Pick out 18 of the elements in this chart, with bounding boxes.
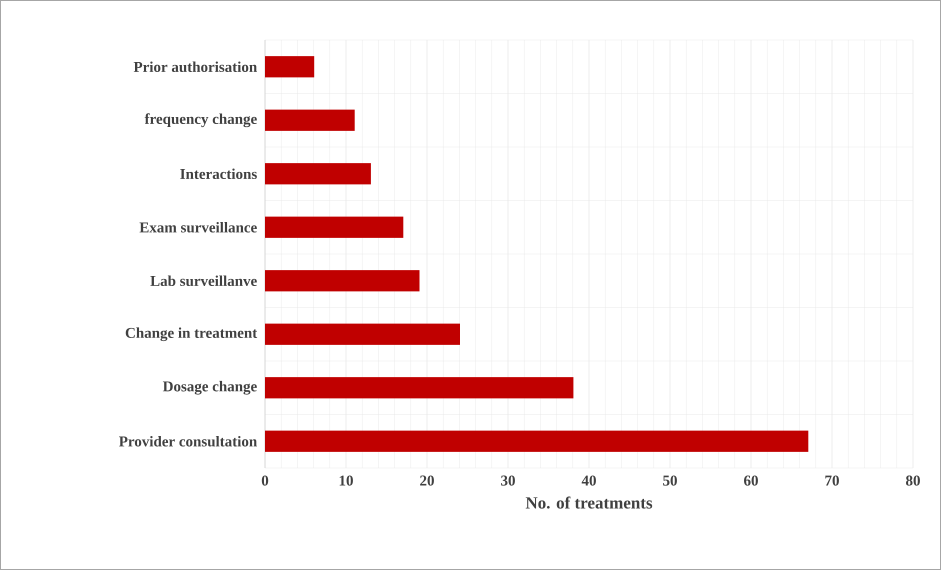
x-tick-label: 10 (340, 476, 353, 486)
x-tick-label: 80 (906, 476, 920, 486)
y-tick-label: Prior authorisation (134, 61, 257, 72)
x-tick-label: 70 (825, 476, 839, 486)
y-tick-label: Change in treatment (126, 327, 258, 342)
x-tick-label: 40 (582, 476, 596, 486)
y-tick-label: Lab surveillanve (150, 275, 257, 286)
x-axis-title: No. of treatments (526, 496, 652, 509)
x-tick-label: 50 (663, 476, 677, 486)
x-tick-label: 30 (501, 476, 515, 486)
x-tick-label: 0 (262, 476, 268, 486)
y-tick-label: Dosage change (162, 380, 257, 395)
x-tick-label: 20 (420, 476, 434, 486)
x-tick-label: 60 (744, 476, 758, 486)
y-tick-label: frequency change (144, 113, 257, 128)
y-tick-label: Interactions (180, 168, 257, 180)
y-tick-label: Provider consultation (119, 436, 257, 447)
y-tick-label: Exam surveillance (140, 222, 257, 233)
